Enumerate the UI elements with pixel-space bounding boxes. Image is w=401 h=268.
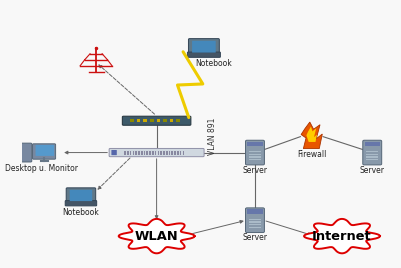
FancyBboxPatch shape (362, 140, 381, 165)
Text: Notebook: Notebook (63, 208, 99, 217)
Bar (138, 151, 140, 155)
Bar (146, 151, 148, 155)
Bar (365, 157, 377, 158)
FancyBboxPatch shape (17, 143, 32, 162)
FancyBboxPatch shape (35, 145, 54, 156)
Bar (166, 151, 167, 155)
FancyBboxPatch shape (111, 150, 117, 155)
FancyBboxPatch shape (245, 208, 264, 233)
Text: Desktop u. Monitor: Desktop u. Monitor (5, 164, 77, 173)
Bar (160, 151, 162, 155)
Bar (152, 151, 153, 155)
Bar (364, 142, 379, 146)
Bar (143, 119, 147, 122)
Bar (247, 142, 262, 146)
Polygon shape (118, 219, 194, 253)
Bar (156, 119, 160, 122)
Bar (248, 227, 260, 228)
Bar (130, 151, 131, 155)
Bar (143, 151, 145, 155)
Bar (248, 157, 260, 158)
FancyBboxPatch shape (187, 52, 220, 57)
Bar (365, 151, 377, 152)
FancyBboxPatch shape (69, 190, 92, 201)
Bar (248, 159, 260, 161)
Bar (248, 224, 260, 225)
Text: Notebook: Notebook (194, 59, 231, 68)
Bar (127, 151, 128, 155)
Bar (248, 151, 260, 152)
Bar (124, 151, 126, 155)
Bar (171, 151, 173, 155)
Text: Server: Server (242, 233, 267, 243)
Bar (149, 151, 150, 155)
Bar (130, 119, 134, 122)
Bar (154, 151, 156, 155)
Bar (176, 151, 178, 155)
Bar (248, 219, 260, 220)
Bar (163, 151, 164, 155)
Bar (365, 154, 377, 155)
FancyBboxPatch shape (188, 39, 219, 55)
FancyBboxPatch shape (109, 148, 204, 157)
FancyBboxPatch shape (65, 200, 97, 206)
Bar (176, 119, 180, 122)
Bar (248, 154, 260, 155)
Bar (247, 209, 262, 214)
Bar (140, 151, 142, 155)
Polygon shape (303, 219, 379, 253)
FancyBboxPatch shape (66, 188, 95, 203)
Text: Firewall: Firewall (296, 150, 326, 159)
Bar (135, 151, 137, 155)
Bar (157, 151, 159, 155)
Text: Server: Server (359, 166, 384, 175)
FancyBboxPatch shape (192, 41, 215, 53)
Text: WLAN: WLAN (134, 230, 178, 243)
Polygon shape (306, 126, 316, 142)
Text: Internet: Internet (312, 230, 371, 243)
FancyBboxPatch shape (32, 144, 55, 159)
FancyBboxPatch shape (122, 116, 190, 125)
Bar (150, 119, 153, 122)
Text: VLAN 891: VLAN 891 (208, 118, 217, 155)
Bar (136, 119, 140, 122)
Polygon shape (300, 122, 322, 148)
Bar (365, 159, 377, 161)
Bar (182, 151, 184, 155)
Bar (163, 119, 166, 122)
Bar (174, 151, 176, 155)
Bar (170, 119, 173, 122)
Text: Server: Server (242, 166, 267, 175)
FancyBboxPatch shape (245, 140, 264, 165)
Bar (248, 221, 260, 223)
Bar (132, 151, 134, 155)
Bar (179, 151, 181, 155)
Bar (168, 151, 170, 155)
